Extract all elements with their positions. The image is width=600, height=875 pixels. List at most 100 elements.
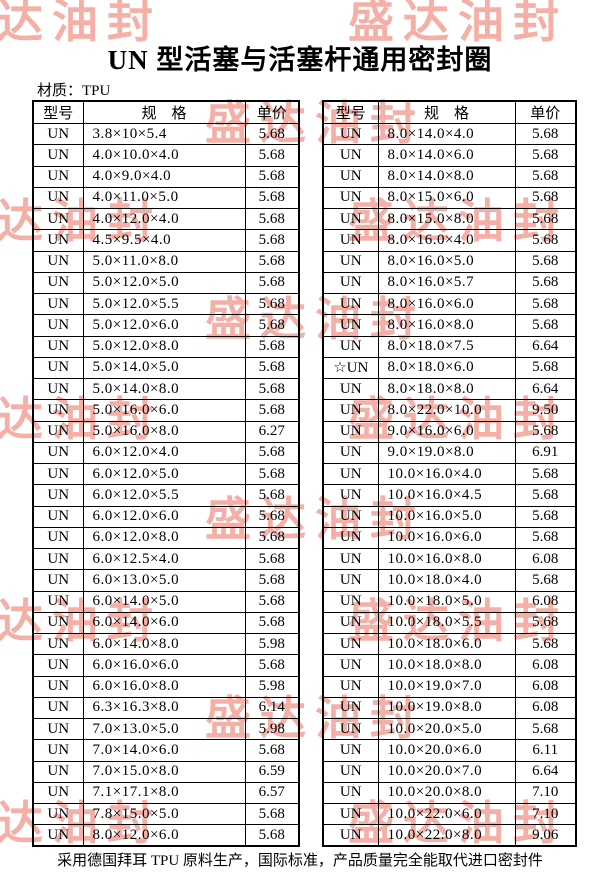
spec-cell: 8.0×14.0×8.0: [377, 165, 516, 188]
column-header-model: 型号: [32, 100, 84, 124]
model-cell: UN: [32, 462, 84, 486]
price-cell: 5.68: [514, 611, 577, 635]
price-cell: 5.68: [514, 122, 577, 146]
price-cell: 5.68: [514, 526, 577, 550]
table-row: UN 6.0×12.0×5.5 5.68: [32, 484, 300, 507]
price-cell: 5.68: [244, 122, 300, 146]
model-cell: UN: [322, 335, 379, 358]
spec-cell: 4.0×9.0×4.0: [82, 165, 246, 188]
spec-cell: 10.0×16.0×5.0: [377, 505, 516, 528]
model-cell: UN: [322, 271, 379, 295]
spec-cell: 6.0×16.0×8.0: [82, 675, 246, 698]
table-row: UN 10.0×19.0×8.0 6.08: [322, 696, 577, 720]
material-label: 材质：TPU: [37, 83, 111, 99]
model-cell: UN: [322, 250, 379, 273]
spec-cell: 8.0×16.0×4.0: [377, 229, 516, 252]
model-cell: UN: [322, 314, 379, 337]
price-cell: 5.68: [514, 229, 577, 252]
price-cell: 5.68: [244, 399, 300, 422]
table-row: UN 7.8×15.0×5.0 5.68: [32, 802, 300, 826]
price-cell: 5.68: [244, 186, 300, 210]
table-row: UN 6.0×14.0×5.0 5.68: [32, 590, 300, 613]
table-row: UN 7.0×15.0×8.0 6.59: [32, 760, 300, 783]
price-cell: 5.68: [514, 186, 577, 210]
table-row: UN 5.0×12.0×5.0 5.68: [32, 271, 300, 295]
table-row: UN 10.0×18.0×5.0 6.08: [322, 590, 577, 613]
table-row: UN 10.0×20.0×7.0 6.64: [322, 760, 577, 783]
table-row: UN 5.0×11.0×8.0 5.68: [32, 250, 300, 273]
model-cell: UN: [322, 144, 379, 167]
spec-cell: 7.1×17.1×8.0: [82, 781, 246, 805]
price-cell: 6.91: [514, 441, 577, 465]
table-row: UN 5.0×14.0×5.0 5.68: [32, 356, 300, 380]
spec-cell: 10.0×18.0×8.0: [377, 654, 516, 677]
table-row: UN 3.8×10×5.4 5.68: [32, 122, 300, 146]
table-row: UN 10.0×16.0×6.0 5.68: [322, 526, 577, 550]
price-cell: 5.68: [244, 271, 300, 295]
model-cell: UN: [32, 122, 84, 146]
price-cell: 5.68: [514, 144, 577, 167]
spec-cell: 6.0×14.0×6.0: [82, 611, 246, 635]
spec-cell: 6.0×12.0×4.0: [82, 441, 246, 465]
price-cell: 6.08: [514, 675, 577, 698]
price-cell: 5.68: [244, 590, 300, 613]
table-row: UN 6.0×12.0×4.0 5.68: [32, 441, 300, 465]
price-cell: 5.68: [514, 484, 577, 507]
table-row: UN 10.0×16.0×4.0 5.68: [322, 462, 577, 486]
spec-cell: 10.0×22.0×6.0: [377, 802, 516, 826]
spec-cell: 10.0×19.0×7.0: [377, 675, 516, 698]
spec-cell: 7.0×15.0×8.0: [82, 760, 246, 783]
table-row: UN 8.0×16.0×5.7 5.68: [322, 271, 577, 295]
model-cell: UN: [322, 207, 379, 231]
spec-cell: 6.0×13.0×5.0: [82, 569, 246, 592]
model-cell: UN: [32, 547, 84, 571]
model-cell: UN: [32, 505, 84, 528]
model-cell: UN: [32, 760, 84, 783]
model-cell: UN: [322, 399, 379, 422]
price-cell: 5.68: [514, 462, 577, 486]
price-cell: 9.50: [514, 399, 577, 422]
price-cell: 6.27: [244, 420, 300, 443]
model-cell: UN: [322, 824, 379, 847]
model-cell: UN: [32, 824, 84, 847]
price-cell: 5.68: [514, 420, 577, 443]
spec-cell: 8.0×22.0×10.0: [377, 399, 516, 422]
price-cell: 5.68: [244, 335, 300, 358]
table-row: UN 8.0×14.0×8.0 5.68: [322, 165, 577, 188]
price-cell: 5.68: [514, 250, 577, 273]
table-row: UN 5.0×16.0×8.0 6.27: [32, 420, 300, 443]
column-header-model: 型号: [322, 100, 379, 124]
table-row: UN 10.0×20.0×6.0 6.11: [322, 739, 577, 762]
model-cell: UN: [32, 271, 84, 295]
model-cell: UN: [32, 292, 84, 316]
price-cell: 5.68: [244, 314, 300, 337]
table-row: UN 6.0×14.0×8.0 5.98: [32, 632, 300, 656]
spec-cell: 8.0×12.0×6.0: [82, 824, 246, 847]
model-cell: UN: [32, 717, 84, 741]
model-cell: UN: [322, 229, 379, 252]
spec-cell: 8.0×16.0×5.7: [377, 271, 516, 295]
price-cell: 6.59: [244, 760, 300, 783]
price-cell: 6.08: [514, 654, 577, 677]
table-row: UN 6.0×12.0×5.0 5.68: [32, 462, 300, 486]
price-cell: 5.68: [244, 569, 300, 592]
price-cell: 5.68: [514, 717, 577, 741]
model-cell: UN: [322, 526, 379, 550]
price-cell: 5.68: [244, 207, 300, 231]
table-row: UN 6.0×12.0×6.0 5.68: [32, 505, 300, 528]
price-cell: 5.68: [244, 484, 300, 507]
price-table-right: 型号 规 格 单价 UN 8.0×14.0×4.0 5.68 UN 8.0×1: [322, 100, 577, 847]
table-row: UN 6.0×16.0×6.0 5.68: [32, 654, 300, 677]
model-cell: UN: [322, 547, 379, 571]
model-cell: UN: [32, 611, 84, 635]
price-cell: 5.68: [244, 547, 300, 571]
price-cell: 5.68: [244, 505, 300, 528]
spec-cell: 5.0×16.0×6.0: [82, 399, 246, 422]
model-cell: UN: [322, 717, 379, 741]
spec-cell: 4.0×12.0×4.0: [82, 207, 246, 231]
table-row: UN 9.0×19.0×8.0 6.91: [322, 441, 577, 465]
footer-note: 采用德国拜耳 TPU 原料生产，国际标准，产品质量完全能取代进口密封件: [57, 853, 543, 869]
price-cell: 5.68: [244, 802, 300, 826]
spec-cell: 6.0×16.0×6.0: [82, 654, 246, 677]
